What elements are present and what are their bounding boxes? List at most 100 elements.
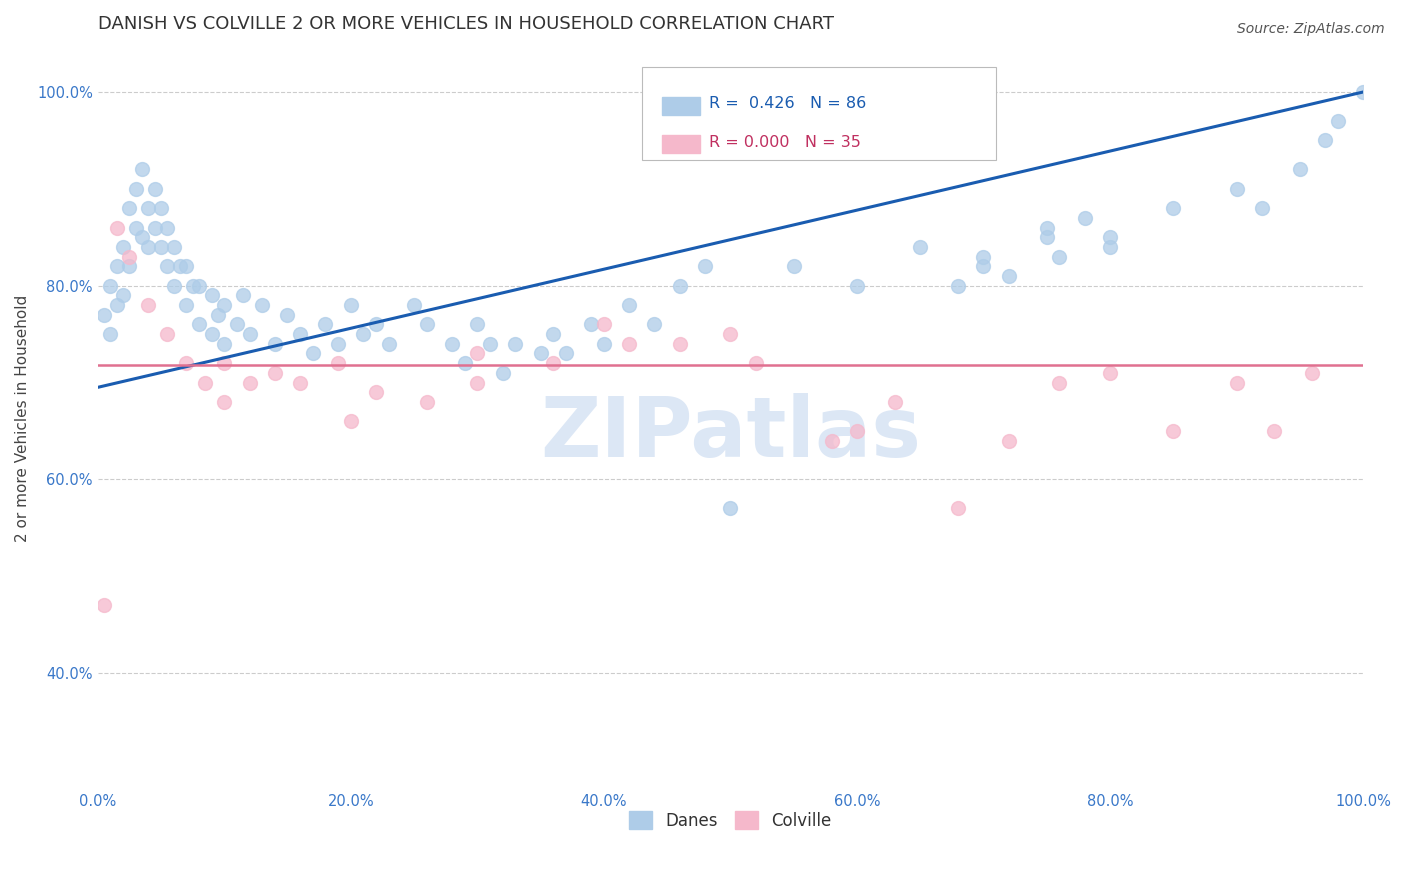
Point <box>149 201 172 215</box>
Point <box>718 327 741 342</box>
Point <box>238 327 260 342</box>
Point <box>263 366 285 380</box>
Point <box>339 298 361 312</box>
Y-axis label: 2 or more Vehicles in Household: 2 or more Vehicles in Household <box>15 295 30 542</box>
Point <box>529 346 551 360</box>
Point <box>238 376 260 390</box>
Point <box>415 395 437 409</box>
Point <box>465 346 488 360</box>
FancyBboxPatch shape <box>662 136 700 153</box>
Point <box>908 240 931 254</box>
Point <box>93 308 115 322</box>
Point <box>1098 230 1121 244</box>
Point <box>718 501 741 516</box>
Point <box>617 336 640 351</box>
Point <box>1351 85 1374 99</box>
Point <box>592 318 614 332</box>
Point <box>1098 240 1121 254</box>
Point <box>643 318 665 332</box>
Point <box>225 318 247 332</box>
Point <box>156 220 179 235</box>
Point <box>212 336 235 351</box>
Text: ZIPatlas: ZIPatlas <box>540 393 921 475</box>
Point <box>1073 211 1095 225</box>
Point <box>946 501 969 516</box>
Point <box>143 220 166 235</box>
Point <box>194 376 217 390</box>
Point <box>111 288 134 302</box>
Point <box>478 336 501 351</box>
Point <box>377 336 399 351</box>
Point <box>149 240 172 254</box>
Point <box>503 336 526 351</box>
Point <box>187 318 209 332</box>
Point <box>98 278 121 293</box>
Point <box>972 250 994 264</box>
Point <box>845 278 868 293</box>
Point <box>136 240 159 254</box>
Text: R = 0.000   N = 35: R = 0.000 N = 35 <box>709 135 860 150</box>
Point <box>1161 201 1184 215</box>
Point <box>118 201 141 215</box>
Point <box>212 395 235 409</box>
Point <box>1161 424 1184 438</box>
Point <box>276 308 298 322</box>
Point <box>465 376 488 390</box>
Point <box>453 356 475 370</box>
Point <box>174 356 197 370</box>
Point <box>200 288 222 302</box>
Point <box>946 278 969 293</box>
Point <box>1047 376 1070 390</box>
Point <box>174 260 197 274</box>
Point <box>1250 201 1272 215</box>
Point <box>118 260 141 274</box>
Point <box>111 240 134 254</box>
Point <box>98 327 121 342</box>
Point <box>364 385 387 400</box>
Point <box>212 298 235 312</box>
Point <box>187 278 209 293</box>
Point <box>491 366 513 380</box>
Point <box>782 260 804 274</box>
Point <box>465 318 488 332</box>
Text: Source: ZipAtlas.com: Source: ZipAtlas.com <box>1237 22 1385 37</box>
Point <box>1225 182 1247 196</box>
Point <box>554 346 576 360</box>
Point <box>162 278 184 293</box>
Point <box>972 260 994 274</box>
Point <box>288 376 311 390</box>
Point <box>212 356 235 370</box>
Point <box>1047 250 1070 264</box>
Point <box>232 288 254 302</box>
Point <box>131 230 153 244</box>
Text: DANISH VS COLVILLE 2 OR MORE VEHICLES IN HOUSEHOLD CORRELATION CHART: DANISH VS COLVILLE 2 OR MORE VEHICLES IN… <box>97 15 834 33</box>
Point <box>997 434 1019 448</box>
Point <box>744 356 766 370</box>
Point <box>156 327 179 342</box>
Point <box>693 260 716 274</box>
Point <box>93 599 115 613</box>
Point <box>143 182 166 196</box>
Point <box>415 318 437 332</box>
Point <box>207 308 229 322</box>
Point <box>668 336 690 351</box>
Point <box>883 395 905 409</box>
Point <box>301 346 323 360</box>
Point <box>820 434 842 448</box>
Point <box>541 356 564 370</box>
Point <box>118 250 141 264</box>
Point <box>105 260 128 274</box>
Point <box>1288 162 1310 177</box>
Point <box>579 318 602 332</box>
Point <box>339 414 361 428</box>
Text: R =  0.426   N = 86: R = 0.426 N = 86 <box>709 96 866 112</box>
FancyBboxPatch shape <box>662 96 700 115</box>
Point <box>352 327 374 342</box>
Point <box>124 220 146 235</box>
Legend: Danes, Colville: Danes, Colville <box>623 805 838 837</box>
Point <box>105 298 128 312</box>
Point <box>200 327 222 342</box>
Point <box>364 318 387 332</box>
FancyBboxPatch shape <box>641 67 995 160</box>
Point <box>541 327 564 342</box>
